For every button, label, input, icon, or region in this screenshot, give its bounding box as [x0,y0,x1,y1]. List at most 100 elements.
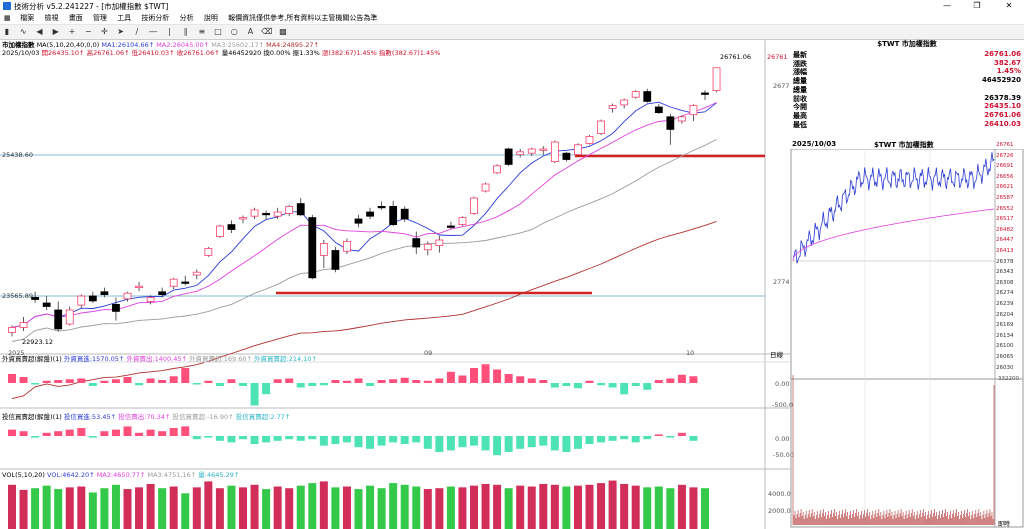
save-icon[interactable]: ▩ [279,27,287,36]
candle [146,296,155,302]
dealer-bar [400,436,409,444]
intraday-mini-chart[interactable] [790,149,1024,529]
date-label: 2025/10/03 [2,49,40,57]
last-price-label: 26761.06 [720,53,752,61]
text-icon[interactable]: A [247,27,254,36]
mini-axis-label: 26239 [996,301,1014,307]
crosshair-icon[interactable]: ✛ [101,27,108,36]
volume-bar [42,485,51,529]
dealer-sell: 投信賣出:70.34↑ [118,413,171,421]
ma3-value: MA3:25602.17↑ [211,41,265,49]
dealer-title: 投信買賣超(解盤)(1) [2,413,62,421]
candle [654,106,663,113]
dealer-bar [620,436,629,440]
dealer-bar [8,429,16,436]
dealer-bar [331,436,340,444]
candlestick-icon[interactable]: ▮ [4,27,10,36]
foreign-bar [608,383,617,388]
fibonacci-icon[interactable]: ≡ [198,27,206,36]
foreign-bar [354,378,363,383]
pointer-icon[interactable]: ➤ [117,27,124,36]
axis-label-top: 26761 [767,53,788,61]
close-icon[interactable]: ✕ [1005,1,1013,10]
dealer-bar [585,436,594,444]
dealer-bar [319,436,328,446]
draw-line-icon[interactable]: ∕ [135,27,139,36]
menu-item[interactable]: 畫面 [68,14,83,22]
volume-bar [308,483,317,529]
circle-icon[interactable]: ○ [230,27,238,36]
mini-axis-label: 26169 [996,322,1014,329]
volume-bar [377,488,386,529]
foreign-bar [516,376,525,383]
ohlc-legend: 2025/10/03 開26435.10↑ 高26761.06↑ 低26410.… [2,49,440,57]
arrow-left-icon[interactable]: ◀ [36,27,43,36]
zoom-out-icon[interactable]: − [84,27,92,36]
foreign-bar [204,380,213,383]
period-label[interactable]: 日線 [770,351,783,359]
candle [493,165,502,174]
menu-item[interactable]: 分析 [179,14,194,22]
foreign-bar [308,383,317,386]
disclaimer-text: 報價資訊僅供參考,所有資料以主管機關公告為準 [228,14,378,22]
candlestick-chart[interactable] [0,40,790,529]
quote-label: 總量 [793,85,807,94]
minimize-icon[interactable]: — [943,1,951,10]
quote-row: 最低 26410.03 [790,120,1024,129]
index-change-value: 指數(382.67)1.45% [378,49,441,57]
mini-vol-label: 332200 [998,376,1019,382]
quote-row: 漲跌 382.67 [790,59,1024,68]
volume-bar [135,487,144,529]
candle [435,239,444,246]
foreign-bar [435,378,444,383]
menu-item[interactable]: 檢視 [44,14,59,22]
candle [158,291,167,296]
candle [285,205,294,214]
foreign-bar [631,383,640,386]
menu-item[interactable]: 管理 [92,14,107,22]
system-menu-icon[interactable]: ▦ [4,14,11,22]
open-value: 開26435.10↑ [41,49,85,57]
menu-item[interactable]: 技術分析 [141,14,170,22]
horizontal-line-icon[interactable]: ― [149,27,158,36]
dealer-bar [435,436,444,452]
ma-params: MA(5,10,20,40,0,0) [36,41,100,49]
rectangle-icon[interactable]: □ [214,27,222,36]
volume-bar [273,486,282,529]
arrow-right-icon[interactable]: ▶ [52,27,59,36]
eraser-icon[interactable]: ⌫ [261,27,273,36]
dealer-bar [458,436,467,448]
reference-price-lower: 23565.89 [2,292,34,300]
line-chart-icon[interactable]: ∿ [19,27,27,36]
zoom-in-icon[interactable]: + [68,27,76,36]
foreign-bar [285,378,294,383]
mini-axis-label: 26343 [996,269,1014,276]
dealer-bar [504,436,513,452]
dealer-bar [470,436,478,446]
channel-icon[interactable]: ∥ [183,27,188,36]
menu-bar: ▦ 檔案 檢視 畫面 管理 工具 技術分析 分析 說明 報價資訊僅供參考,所有資… [0,12,1024,25]
candle [19,322,28,328]
quote-row: 最高 26761.06 [790,111,1024,120]
vertical-line-icon[interactable]: | [167,27,171,36]
volume-bar [527,486,536,529]
month-label: 09 [424,349,433,357]
foreign-bar [54,380,63,383]
symbol-label: 市加權指數 [2,41,35,49]
menu-item[interactable]: 檔案 [20,14,35,22]
dealer-bar [666,436,675,438]
candle [31,296,40,300]
chart-area[interactable]: 市加權指數 MA(5,10,20,40,0,0) MA1:26104.66↑ M… [0,40,794,529]
app-icon [3,2,11,10]
volume-ma2: MA2:4650.77↑ [96,471,146,479]
foreign-bar [42,380,51,383]
restore-icon[interactable]: ❐ [973,1,981,10]
menu-item[interactable]: 說明 [203,14,218,22]
foreign-bar [620,383,629,395]
dealer-bar [562,436,571,452]
candle [8,327,16,333]
volume-bar [550,484,559,529]
menu-item[interactable]: 工具 [117,14,132,22]
foreign-bar [423,380,432,383]
volume-bar [239,487,247,529]
